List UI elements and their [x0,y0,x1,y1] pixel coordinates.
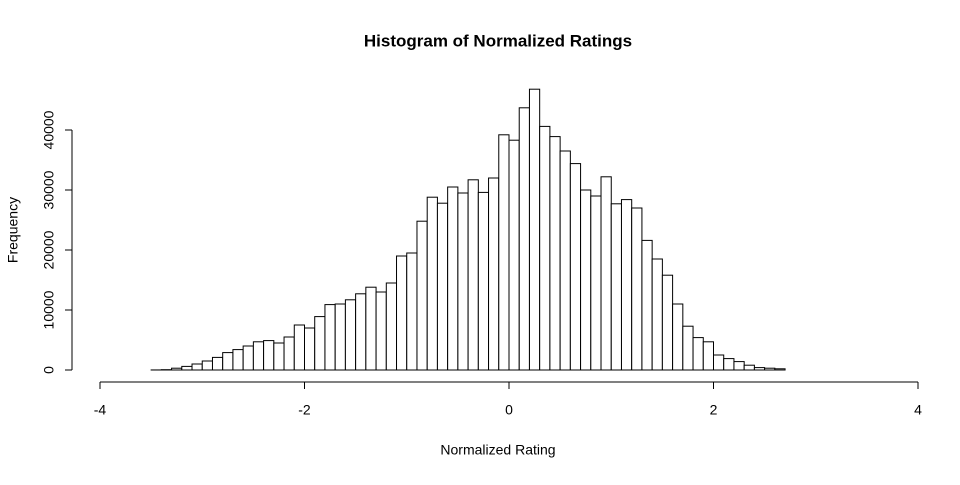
bar [775,369,785,370]
bar [284,337,294,370]
bar [703,342,713,370]
bar [458,193,468,370]
y-axis-label: Frequency [5,197,21,263]
x-tick-label: 2 [710,402,718,418]
bar [243,346,253,370]
bar [386,283,396,370]
x-tick-label: -4 [94,402,107,418]
bar [642,240,652,370]
bar [448,187,458,370]
bar [519,108,529,370]
bar [714,355,724,370]
bar [212,357,222,370]
bar [427,197,437,370]
bar [407,253,417,370]
bar [581,190,591,370]
bar [734,362,744,370]
bar [417,221,427,370]
bar [683,326,693,370]
bar [468,180,478,370]
y-tick-label: 40000 [41,110,57,149]
bar [356,294,366,370]
bar [305,328,315,370]
bar [591,196,601,370]
bar [294,325,304,370]
bar [202,361,212,370]
bar [611,204,621,370]
bar [223,353,233,370]
bar [335,304,345,370]
bar [366,287,376,370]
bar [662,275,672,370]
x-tick-label: 4 [914,402,922,418]
bar [765,368,775,370]
x-axis-label: Normalized Rating [440,442,555,458]
bar [315,317,325,370]
bar [437,203,447,370]
bar [253,342,263,370]
bar [376,292,386,370]
bar [397,256,407,370]
y-tick-label: 20000 [41,230,57,269]
bar [540,126,550,370]
bar [754,368,764,370]
bar [172,368,182,370]
bar [345,300,355,370]
bar [724,359,734,370]
bar [652,259,662,370]
bar [601,177,611,370]
bar [264,341,274,370]
x-tick-label: 0 [505,402,513,418]
bar [693,338,703,370]
bar [509,140,519,370]
bar [478,192,488,370]
y-tick-label: 10000 [41,290,57,329]
chart-title: Histogram of Normalized Ratings [364,31,632,50]
bar [550,137,560,370]
bar [570,164,580,370]
bar [325,305,335,370]
bar [560,151,570,370]
y-tick-label: 30000 [41,170,57,209]
bar [489,178,499,370]
bar [621,200,631,370]
bar [192,364,202,370]
bar [274,343,284,370]
y-tick-label: 0 [41,366,57,374]
bar [744,365,754,370]
x-tick-label: -2 [298,402,311,418]
bar [182,366,192,370]
bar [499,135,509,370]
bar [529,89,539,370]
bar [632,208,642,370]
bar [673,304,683,370]
bar [233,350,243,370]
